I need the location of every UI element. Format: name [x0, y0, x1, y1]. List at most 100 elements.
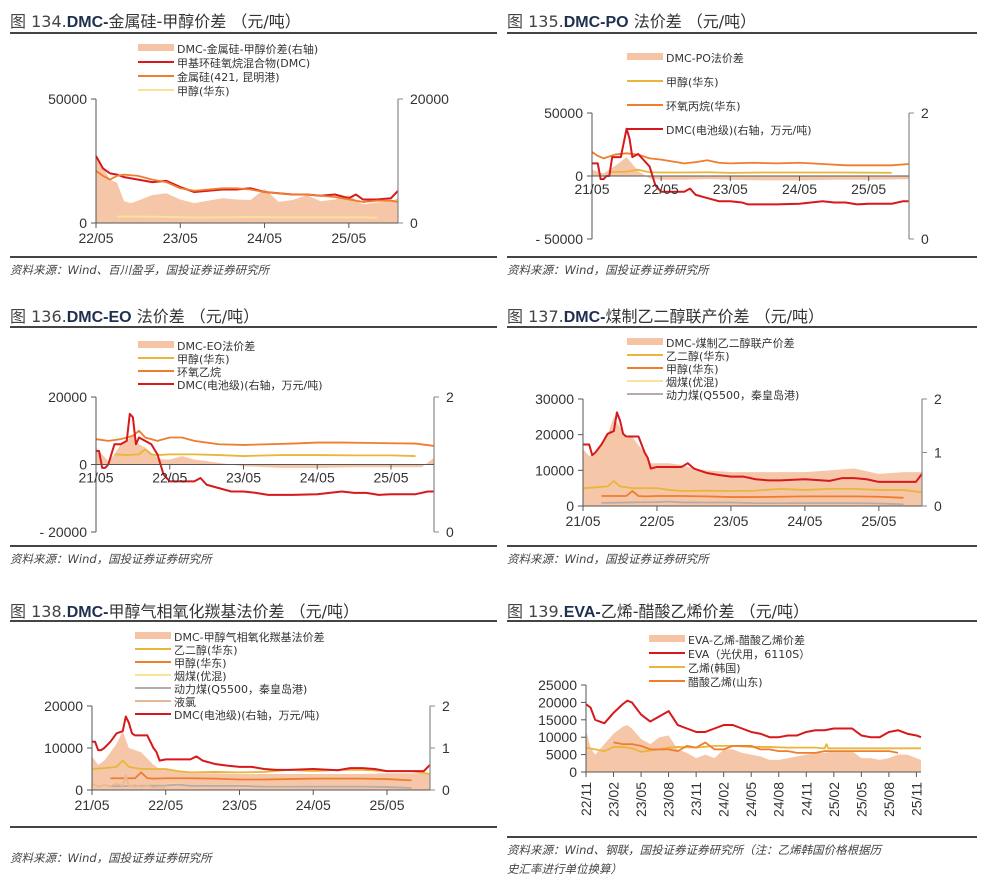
source-note: 资料来源：Wind、钢联，国投证券证券研究所（注：乙烯韩国价格根据历: [507, 843, 882, 857]
legend-label: DMC(电池级)(右轴，万元/吨): [666, 123, 812, 137]
y-tick-label-left: 20000: [44, 698, 83, 714]
legend-label: 液氯: [174, 695, 196, 709]
series-line: [601, 490, 904, 499]
y-tick-label-right: 0: [934, 498, 942, 514]
x-tick-label: 25/08: [881, 782, 897, 817]
series-line: [609, 168, 892, 174]
series-group: [582, 411, 923, 506]
legend-item: DMC(电池级)(右轴，万元/吨): [138, 378, 323, 392]
legend-label: DMC-PO法价差: [666, 51, 744, 65]
series-area: [592, 157, 909, 181]
y-tick-label-left: 20000: [535, 427, 574, 443]
chart-panel-136: 图 136.DMC-EO 法价差 （元/吨） - 20000 0 20000 0 2 21…: [0, 295, 500, 585]
figure-number: 图 134.: [10, 12, 67, 31]
chart-136: - 20000 0 20000 0 2 21/05 22/05 23/05 24/05 25/05…: [40, 339, 454, 540]
x-tick-label: 22/05: [78, 230, 113, 246]
source-rule: [507, 545, 977, 547]
chart-title: 图 137.DMC-煤制乙二醇联产价差 （元/吨）: [507, 303, 824, 327]
title-rule: [10, 32, 497, 34]
legend: DMC-煤制乙二醇联产价差乙二醇(华东)甲醇(华东)烟煤(优混)动力煤(Q550…: [627, 336, 799, 402]
legend-label: 甲醇(华东): [666, 362, 719, 376]
x-tick-label: 24/08: [771, 782, 787, 817]
x-tick-label: 24/05: [782, 181, 817, 197]
x-tick-label: 21/05: [565, 513, 600, 529]
legend-item: 甲醇(华东): [138, 352, 230, 366]
legend-label: DMC-金属硅-甲醇价差(右轴): [177, 42, 318, 56]
y-tick-label-right: 1: [442, 740, 450, 756]
series-group: [95, 412, 435, 496]
chart-137: 0 10000 20000 30000 0 1 2 21/05 22/05 23/05 24/05 2…: [535, 336, 942, 529]
y-tick-label-left: - 50000: [536, 231, 584, 247]
legend-item: 液氯: [135, 695, 196, 709]
legend-item: DMC(电池级)(右轴，万元/吨): [135, 708, 320, 722]
series-line: [96, 412, 434, 496]
x-tick-label: 23/05: [633, 782, 649, 817]
legend-item: 金属硅(421, 昆明港): [138, 70, 280, 84]
source-note-line2: 史汇率进行单位换算）: [507, 862, 622, 876]
series-line: [92, 715, 431, 773]
source-note: 资料来源：Wind，国投证券证券研究所: [10, 851, 212, 865]
series-line: [91, 774, 166, 789]
y-tick-label-left: 0: [575, 168, 583, 184]
x-tick-label: 25/11: [908, 782, 924, 816]
legend-swatch: [138, 341, 174, 348]
legend-item: DMC-甲醇气相氧化羰基法价差: [135, 630, 325, 644]
y-tick-label-right: 0: [921, 231, 929, 247]
x-tick-label: 23/08: [661, 782, 677, 817]
y-tick-label-right: 1: [934, 445, 942, 461]
series-line: [601, 500, 904, 506]
title-rest: 金属硅-甲醇价差 （元/吨）: [108, 12, 301, 31]
title-rule: [10, 326, 497, 328]
legend-item: DMC-EO法价差: [138, 339, 255, 353]
figure-number: 图 139.: [507, 602, 564, 621]
legend-item: 乙二醇(华东): [627, 349, 730, 363]
title-key: DMC-: [66, 604, 109, 621]
legend-swatch: [627, 338, 663, 345]
chart-135: - 50000 0 50000 0 2 21/05 22/05 23/05 24/05 25/05…: [536, 51, 929, 247]
x-tick-label: 22/05: [644, 181, 679, 197]
y-tick-label-right: 2: [442, 698, 450, 714]
x-tick-label: 23/05: [222, 797, 257, 813]
x-tick-label: 22/05: [152, 470, 187, 486]
source-note: 资料来源：Wind，国投证券证券研究所: [507, 552, 709, 566]
y-tick-label-left: 0: [79, 457, 87, 473]
y-tick-label-right: 0: [446, 524, 454, 540]
series-group: [95, 154, 399, 223]
legend-label: 乙二醇(华东): [666, 349, 730, 363]
y-tick-label-right: 2: [921, 105, 929, 121]
source-note: 资料来源：Wind，国投证券证券研究所: [10, 552, 212, 566]
legend-item: 动力煤(Q5500，秦皇岛港): [627, 388, 799, 402]
title-key: EVA-: [563, 604, 601, 621]
legend-label: 环氧丙烷(华东): [666, 99, 741, 113]
x-tick-label: 23/02: [606, 782, 622, 817]
source-rule: [507, 256, 977, 258]
x-tick-label: 23/05: [226, 470, 261, 486]
chart-panel-137: 图 137.DMC-煤制乙二醇联产价差 （元/吨） 0 10000 20000 300…: [497, 295, 1006, 585]
legend-item: 动力煤(Q5500，秦皇岛港): [135, 682, 307, 696]
series-line: [582, 480, 923, 494]
series-area: [583, 416, 922, 506]
y-tick-label-left: 10000: [538, 729, 577, 745]
source-note: 资料来源：Wind、百川盈孚，国投证券证券研究所: [10, 263, 270, 277]
series-line: [95, 155, 399, 201]
series-line: [91, 759, 431, 775]
legend-label: DMC(电池级)(右轴，万元/吨): [177, 378, 323, 392]
figure-number: 图 136.: [10, 307, 67, 326]
y-tick-label-left: 0: [75, 782, 83, 798]
y-tick-label-left: 15000: [538, 712, 577, 728]
x-tick-label: 24/05: [787, 513, 822, 529]
legend-label: 烟煤(优混): [666, 375, 719, 389]
chart-138: 0 10000 20000 0 1 2 21/05 22/05 23/05 24/05 25/05 D…: [44, 630, 450, 813]
title-rule: [507, 326, 977, 328]
title-rest: 煤制乙二醇联产价差 （元/吨）: [605, 307, 824, 326]
x-tick-label: 24/05: [743, 782, 759, 817]
y-tick-label-left: - 20000: [40, 524, 88, 540]
chart-title: 图 139.EVA-乙烯-醋酸乙烯价差 （元/吨）: [507, 598, 809, 622]
x-tick-label: 21/05: [574, 181, 609, 197]
legend: DMC-甲醇气相氧化羰基法价差乙二醇(华东)甲醇(华东)烟煤(优混)动力煤(Q5…: [135, 630, 325, 722]
title-rest: 乙烯-醋酸乙烯价差 （元/吨）: [600, 602, 810, 621]
chart-panel-134: 图 134.DMC-金属硅-甲醇价差 （元/吨） 0 50000 0 20000 22/…: [0, 0, 500, 290]
series-area: [96, 434, 434, 468]
